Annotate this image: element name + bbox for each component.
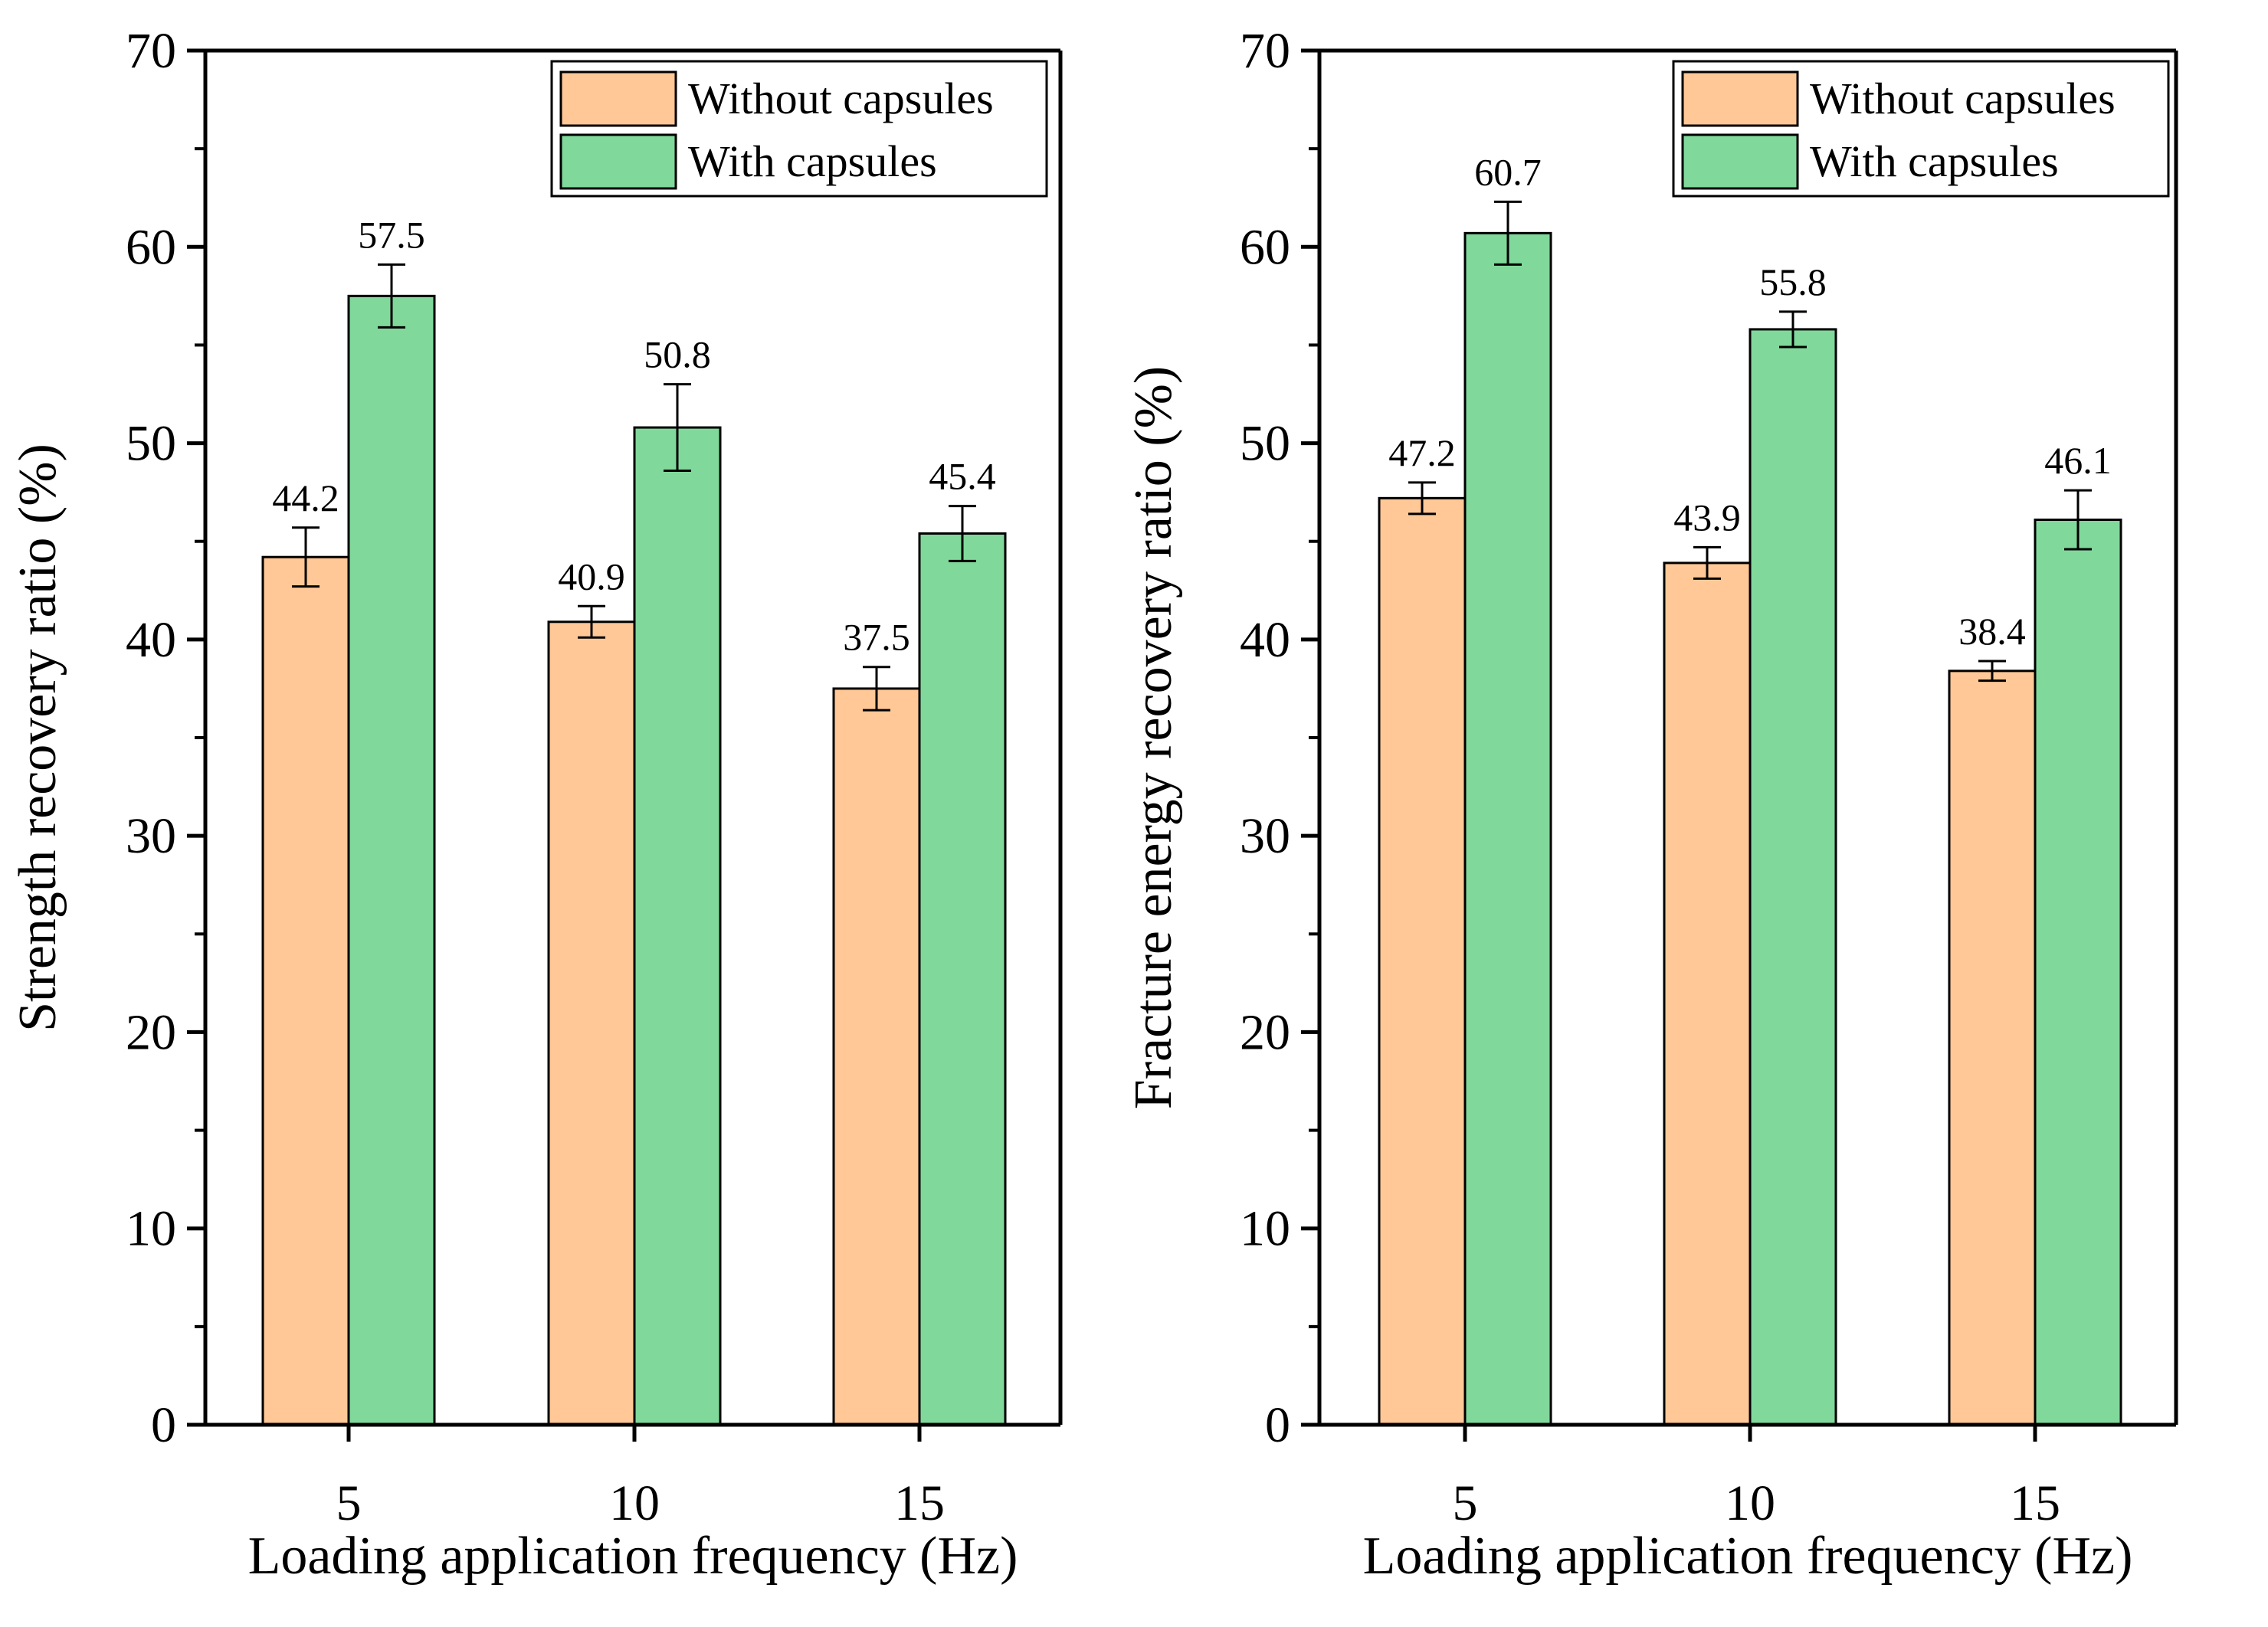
bar-with-capsules-10: [633, 426, 722, 1426]
bar-with-capsules-15: [2034, 519, 2122, 1426]
legend-label: Without capsules: [1810, 74, 2116, 123]
bar-without-capsules-5: [1378, 496, 1467, 1426]
data-label: 45.4: [929, 455, 996, 498]
legend-swatch-without-capsules: [559, 70, 677, 127]
y-tick-label: 30: [126, 808, 176, 864]
bar-without-capsules-10: [547, 620, 636, 1426]
fracture-energy-recovery-chart: 47.2 43.9 38.4 60.7 55.8 46.1 0 10 20 30 40 50 60 70 5…: [1124, 23, 2178, 1586]
x-tick-label: 10: [1725, 1475, 1775, 1531]
strength-recovery-chart: 44.2 40.9 37.5 57.5 50.8 45.4 0 10 20 30 40 50 60 70 5…: [8, 23, 1063, 1586]
x-tick-label: 15: [894, 1475, 945, 1531]
data-label: 47.2: [1388, 431, 1456, 474]
y-tick-label: 50: [126, 416, 176, 472]
bar-without-capsules-15: [1948, 669, 2037, 1426]
legend-label: Without capsules: [688, 74, 994, 123]
y-tick-label: 20: [126, 1004, 176, 1060]
bar-with-capsules-5: [347, 294, 436, 1426]
y-tick-label: 0: [151, 1397, 176, 1453]
x-tick-label: 10: [609, 1475, 660, 1531]
y-axis-title: Strength recovery ratio (%): [8, 444, 67, 1032]
data-label: 46.1: [2044, 439, 2112, 482]
data-label: 44.2: [272, 476, 339, 519]
x-tick-label: 5: [336, 1475, 362, 1531]
y-tick-label: 30: [1240, 808, 1290, 864]
y-tick-label: 70: [126, 23, 176, 79]
bar-without-capsules-15: [832, 687, 921, 1426]
data-label: 37.5: [843, 616, 910, 659]
data-label: 40.9: [558, 555, 625, 597]
y-tick-label: 10: [126, 1201, 176, 1257]
y-axis-title: Fracture energy recovery ratio (%): [1124, 366, 1183, 1109]
bar-with-capsules-15: [918, 532, 1007, 1426]
data-label: 60.7: [1474, 150, 1542, 193]
y-tick-label: 10: [1240, 1201, 1290, 1257]
legend-swatch-with-capsules: [559, 133, 677, 190]
legend-swatch-with-capsules: [1681, 133, 1799, 190]
y-tick-label: 40: [126, 612, 176, 668]
y-tick-label: 50: [1240, 416, 1290, 472]
x-axis-title: Loading application frequency (Hz): [248, 1527, 1018, 1586]
y-tick-label: 40: [1240, 612, 1290, 668]
bar-without-capsules-10: [1663, 561, 1752, 1426]
legend-swatch-without-capsules: [1681, 70, 1799, 127]
y-tick-label: 60: [1240, 219, 1290, 275]
y-tick-label: 60: [126, 219, 176, 275]
x-axis-title: Loading application frequency (Hz): [1363, 1527, 2133, 1586]
x-tick-label: 15: [2010, 1475, 2060, 1531]
legend-label: With capsules: [1810, 136, 2059, 186]
x-tick-label: 5: [1453, 1475, 1478, 1531]
data-label: 38.4: [1958, 610, 2026, 653]
y-tick-label: 0: [1265, 1397, 1290, 1453]
bar-without-capsules-5: [261, 555, 350, 1426]
bar-with-capsules-5: [1463, 231, 1552, 1426]
data-label: 57.5: [358, 213, 425, 256]
y-tick-label: 20: [1240, 1004, 1290, 1060]
bar-with-capsules-10: [1749, 328, 1837, 1426]
y-tick-label: 70: [1240, 23, 1290, 79]
legend-label: With capsules: [688, 136, 937, 186]
data-label: 55.8: [1759, 260, 1827, 303]
data-label: 50.8: [644, 333, 711, 376]
data-label: 43.9: [1673, 496, 1741, 539]
